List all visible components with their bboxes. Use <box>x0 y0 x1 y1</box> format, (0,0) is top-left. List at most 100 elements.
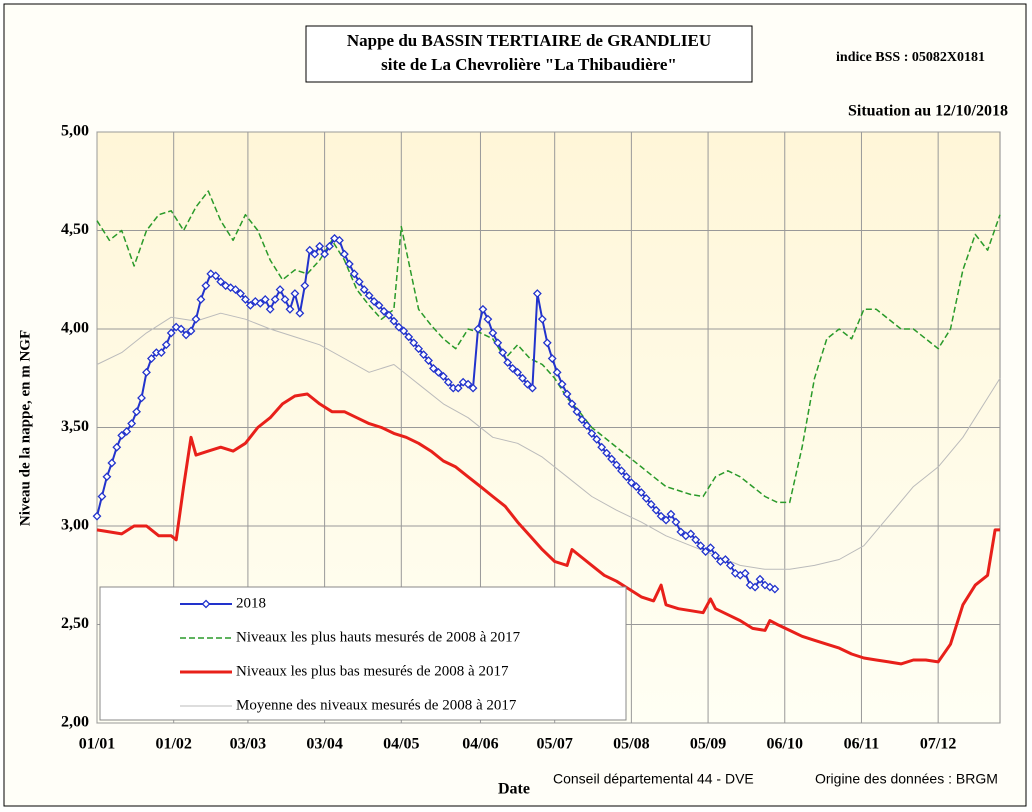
index-label: indice BSS : 05082X0181 <box>836 50 985 65</box>
data-point <box>503 358 513 367</box>
data-point <box>409 338 419 348</box>
y-tick-label: 2,00 <box>61 714 89 731</box>
x-axis-label: Date <box>498 781 530 798</box>
y-tick-label: 2,50 <box>61 615 89 632</box>
data-point <box>305 245 315 255</box>
data-point <box>458 377 468 387</box>
data-point <box>419 350 428 360</box>
data-point <box>384 310 394 320</box>
legend-label: Niveaux les plus bas mesurés de 2008 à 2… <box>236 663 509 679</box>
data-point <box>102 472 112 482</box>
data-point <box>602 448 612 458</box>
data-point <box>280 295 290 304</box>
data-point <box>711 551 720 560</box>
data-point <box>132 407 142 417</box>
y-axis-label: Niveau de la nappe, en m NGF <box>17 330 33 526</box>
x-tick-label: 03/04 <box>306 736 342 753</box>
x-tick-label: 03/03 <box>230 736 266 753</box>
data-point <box>443 377 453 387</box>
data-point <box>245 300 255 310</box>
data-point <box>666 509 676 519</box>
data-point <box>369 297 379 306</box>
data-point <box>488 328 498 338</box>
data-point <box>201 281 211 291</box>
data-point <box>587 428 597 438</box>
data-point <box>740 568 750 578</box>
data-point <box>399 326 409 336</box>
legend-label: 2018 <box>236 595 266 611</box>
data-point <box>166 328 176 338</box>
y-tick-label: 4,50 <box>61 221 89 238</box>
data-point <box>433 367 443 377</box>
data-point <box>696 541 706 551</box>
data-point <box>186 326 196 336</box>
data-point <box>325 241 334 251</box>
data-point <box>750 582 760 592</box>
data-point <box>730 568 740 578</box>
data-point <box>745 580 755 590</box>
data-point <box>374 300 384 310</box>
data-point <box>414 344 424 354</box>
data-point <box>270 295 280 304</box>
data-point <box>156 348 166 358</box>
data-point <box>641 494 651 503</box>
data-point <box>315 241 325 251</box>
x-tick-label: 04/06 <box>462 736 498 753</box>
data-point <box>646 499 656 509</box>
x-tick-label: 05/09 <box>690 736 726 753</box>
data-point <box>236 289 245 298</box>
data-point <box>122 427 132 436</box>
legend-marker <box>201 599 211 609</box>
x-tick-label: 07/12 <box>920 736 956 753</box>
data-point <box>493 338 503 348</box>
y-tick-label: 3,00 <box>61 517 89 534</box>
data-point <box>577 415 587 425</box>
data-point <box>562 389 572 399</box>
data-point <box>226 283 236 293</box>
data-point <box>295 308 305 318</box>
data-point <box>290 289 300 298</box>
data-point <box>265 304 275 314</box>
data-point <box>701 547 711 557</box>
chart-title: site de La Chevrolière "La Thibaudière" <box>381 55 677 74</box>
data-point <box>453 383 463 393</box>
data-point <box>622 472 631 482</box>
data-point <box>612 460 621 470</box>
data-point <box>676 527 686 537</box>
data-point <box>429 363 438 373</box>
y-tick-label: 4,00 <box>61 320 89 337</box>
situation: Situation au 12/10/2018 <box>848 103 1008 120</box>
data-point <box>527 383 537 393</box>
x-tick-label: 01/01 <box>79 736 115 753</box>
x-tick-label: 06/11 <box>844 736 880 753</box>
data-point <box>686 529 696 539</box>
y-tick-label: 3,50 <box>61 418 89 435</box>
data-point <box>572 407 582 417</box>
data-point <box>542 338 552 348</box>
data-point <box>275 285 285 295</box>
y-tick-label: 5,00 <box>61 123 89 140</box>
data-point <box>92 511 102 521</box>
data-point <box>691 535 701 545</box>
data-point <box>755 574 765 584</box>
data-point <box>339 249 349 259</box>
data-point <box>592 434 602 444</box>
chart-title: Nappe du BASSIN TERTIAIRE de GRANDLIEU <box>347 31 711 50</box>
data-point <box>260 295 270 304</box>
data-point <box>671 517 681 527</box>
data-point <box>552 367 562 377</box>
data-point <box>359 285 369 295</box>
data-point <box>532 289 542 298</box>
data-point <box>300 281 310 291</box>
data-point <box>196 295 206 304</box>
data-point <box>725 560 735 570</box>
data-point <box>513 367 522 377</box>
x-tick-label: 06/10 <box>767 736 803 753</box>
data-point <box>720 555 730 564</box>
data-point <box>137 393 146 403</box>
legend-box <box>99 586 627 721</box>
data-point <box>320 249 330 259</box>
data-point <box>161 340 171 350</box>
data-point <box>364 291 374 300</box>
